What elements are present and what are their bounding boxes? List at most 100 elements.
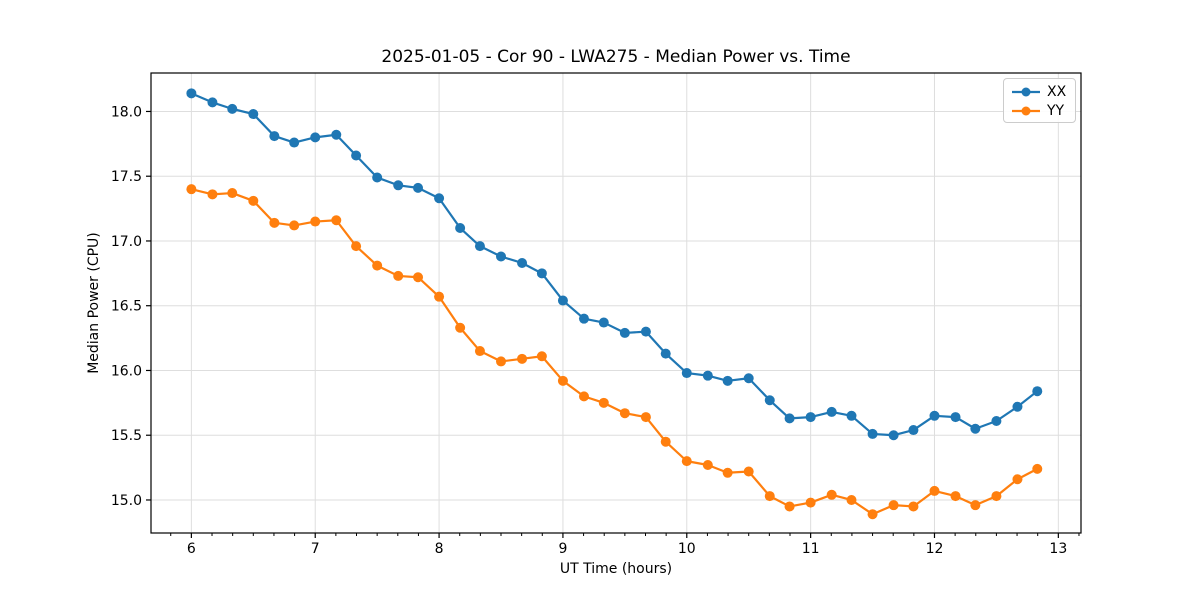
series-marker-yy [186,184,197,195]
y-tick-label: 18.0 [111,104,142,120]
series-marker-xx [991,415,1002,426]
series-marker-yy [207,189,218,200]
series-marker-yy [413,272,424,283]
series-marker-xx [455,223,466,234]
series-marker-yy [846,494,857,505]
series-marker-yy [660,436,671,447]
series-marker-xx [557,295,568,306]
series-marker-xx [743,373,754,384]
x-tick-label: 9 [558,541,567,557]
series-marker-yy [269,217,280,228]
series-marker-xx [227,103,238,114]
series-marker-xx [186,88,197,99]
series-marker-yy [722,467,733,478]
series-marker-xx [393,180,404,191]
series-marker-xx [289,137,300,148]
series-marker-yy [743,466,754,477]
series-marker-xx [640,326,651,337]
series-marker-xx [536,268,547,279]
series-marker-xx [908,425,919,436]
series-marker-xx [867,428,878,439]
series-marker-xx [970,423,981,434]
plot-border [150,72,1082,534]
series-marker-yy [536,351,547,362]
series-marker-yy [289,220,300,231]
series-line-yy [190,188,1039,516]
series-marker-xx [929,410,940,421]
x-tick-label: 12 [926,541,944,557]
series-marker-xx [619,327,630,338]
series-marker-yy [557,375,568,386]
series-marker-yy [867,509,878,520]
series-marker-yy [640,412,651,423]
series-marker-xx [310,132,321,143]
x-axis-label: UT Time (hours) [559,561,673,577]
series-marker-xx [578,313,589,324]
yy-line-marker-icon [1012,106,1040,115]
series-marker-yy [1012,474,1023,485]
series-marker-xx [474,241,485,252]
legend-item-xx: XX [1011,82,1075,101]
x-tick-label: 11 [802,541,820,557]
series-marker-xx [784,413,795,424]
series-marker-xx [846,410,857,421]
series-marker-yy [950,491,961,502]
y-tick-label: 16.5 [111,299,142,315]
series-marker-xx [888,430,899,441]
series-marker-yy [826,489,837,500]
series-marker-xx [950,412,961,423]
y-tick-label: 16.0 [111,363,142,379]
series-marker-yy [248,195,259,206]
y-tick-label: 15.5 [111,428,142,444]
series-marker-yy [908,501,919,512]
series-marker-yy [784,501,795,512]
y-axis-label: Median Power (CPU) [86,232,102,374]
series-marker-xx [1012,401,1023,412]
series-marker-yy [619,408,630,419]
x-tick-label: 6 [187,541,196,557]
series-marker-yy [331,215,342,226]
series-marker-yy [372,260,383,271]
series-marker-yy [970,500,981,511]
series-marker-yy [764,491,775,502]
series-marker-xx [331,129,342,140]
series-marker-yy [681,456,692,467]
x-tick-label: 7 [311,541,320,557]
series-marker-xx [413,182,424,193]
chart-title: 2025-01-05 - Cor 90 - LWA275 - Median Po… [381,47,851,67]
legend-label-xx: XX [1047,83,1067,100]
series-marker-xx [722,375,733,386]
series-marker-xx [805,412,816,423]
series-marker-xx [826,406,837,417]
series-marker-yy [702,460,713,471]
x-tick-label: 13 [1049,541,1067,557]
series-marker-xx [764,395,775,406]
series-marker-yy [351,241,362,252]
series-marker-xx [248,109,259,120]
series-marker-yy [496,356,507,367]
series-marker-yy [929,485,940,496]
series-marker-xx [598,317,609,328]
x-tick-label: 8 [435,541,444,557]
series-line-xx [190,92,1039,437]
series-marker-xx [434,193,445,204]
series-marker-xx [207,97,218,108]
series-marker-xx [496,251,507,262]
series-marker-yy [393,270,404,281]
series-marker-yy [517,353,528,364]
series-marker-yy [888,500,899,511]
series-marker-yy [434,291,445,302]
series-marker-yy [598,397,609,408]
series-marker-yy [1032,463,1043,474]
series-marker-xx [681,368,692,379]
y-tick-label: 17.5 [111,169,142,185]
series-marker-xx [517,257,528,268]
legend: XX YY [1003,78,1076,123]
series-marker-xx [702,370,713,381]
series-marker-xx [351,150,362,161]
xx-line-marker-icon [1012,87,1040,96]
series-marker-yy [455,322,466,333]
x-tick-label: 10 [678,541,696,557]
